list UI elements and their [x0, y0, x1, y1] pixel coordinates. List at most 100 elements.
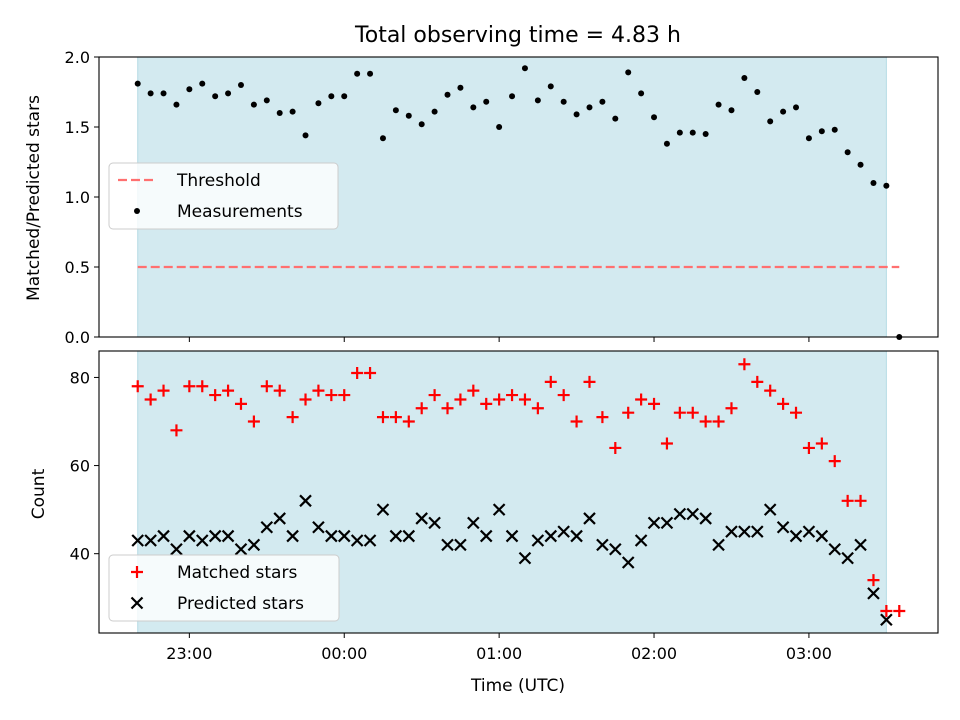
data-point — [793, 104, 800, 111]
bottom-y-axis-label: Count — [29, 468, 49, 519]
data-point — [518, 393, 531, 406]
data-point — [767, 118, 774, 125]
data-point — [831, 126, 838, 133]
x-tick-label: 01:00 — [476, 644, 522, 663]
data-point — [544, 375, 557, 388]
data-point — [131, 380, 144, 393]
data-point — [492, 503, 506, 516]
data-point — [273, 384, 286, 397]
data-point — [699, 512, 712, 525]
data-point — [635, 393, 648, 406]
data-point — [509, 93, 516, 100]
data-point — [496, 124, 503, 130]
data-point — [263, 97, 270, 104]
data-point — [596, 411, 609, 424]
data-point — [312, 520, 325, 534]
data-point — [712, 415, 725, 428]
data-point — [883, 182, 890, 189]
series-predicted-stars — [131, 494, 893, 627]
data-point — [328, 93, 335, 100]
data-point — [234, 543, 248, 556]
data-point — [147, 90, 154, 97]
data-point — [402, 415, 415, 428]
data-point — [221, 529, 235, 543]
data-point — [260, 520, 274, 534]
y-tick-label: 60 — [70, 457, 90, 476]
data-point — [208, 529, 222, 543]
data-point — [467, 516, 480, 530]
data-point — [715, 101, 722, 108]
data-point — [337, 529, 351, 543]
data-point — [805, 135, 812, 142]
data-point — [454, 393, 467, 406]
data-point — [531, 534, 545, 547]
data-point — [286, 411, 299, 424]
y-tick-label: 80 — [70, 368, 90, 387]
data-point — [302, 132, 309, 139]
data-point — [651, 114, 658, 121]
data-point — [315, 100, 322, 107]
data-point — [521, 65, 528, 72]
data-point — [299, 494, 312, 508]
data-point — [170, 543, 183, 556]
data-point — [379, 135, 386, 142]
data-point — [247, 415, 260, 428]
y-tick-label: 0.0 — [65, 328, 90, 347]
data-point — [754, 89, 761, 95]
legend-label: Predicted stars — [177, 594, 304, 614]
y-tick-label: 2.0 — [65, 48, 90, 67]
data-point — [725, 525, 738, 538]
series-matched-stars — [131, 358, 906, 617]
data-point — [376, 411, 389, 424]
data-point — [186, 86, 193, 93]
data-point — [621, 556, 635, 569]
data-point — [222, 384, 235, 397]
data-point — [354, 70, 361, 77]
data-point — [686, 406, 699, 419]
data-point — [247, 538, 261, 552]
data-point — [880, 613, 893, 627]
data-point — [350, 534, 364, 547]
axes-frame — [98, 350, 939, 634]
data-point — [312, 384, 325, 397]
data-point — [273, 512, 286, 525]
data-point — [518, 551, 532, 565]
data-point — [389, 529, 403, 543]
data-point — [867, 574, 880, 587]
data-point — [777, 397, 790, 410]
data-point — [841, 494, 854, 507]
data-point — [609, 543, 622, 556]
bottom-panel: 40 60 80 23:00 00:00 01:00 02:00 03:00 Matched s… — [70, 350, 939, 663]
data-point — [660, 516, 674, 530]
data-point — [364, 367, 377, 380]
data-point — [815, 529, 829, 543]
data-point — [441, 402, 454, 415]
data-point — [612, 115, 619, 122]
data-point — [844, 149, 851, 156]
data-point — [289, 108, 296, 115]
data-point — [764, 384, 777, 397]
data-point — [870, 180, 877, 186]
data-point — [480, 397, 493, 410]
x-tick-label: 23:00 — [166, 644, 212, 663]
data-point — [547, 83, 554, 90]
data-point — [780, 108, 787, 115]
data-point — [776, 520, 790, 534]
data-point — [570, 529, 583, 543]
data-point — [418, 121, 425, 128]
legend-label: Threshold — [176, 171, 261, 191]
y-tick-label: 0.5 — [65, 258, 90, 277]
axes-frame — [98, 56, 939, 338]
data-point — [134, 80, 141, 87]
data-point — [144, 393, 157, 406]
legend-box — [108, 554, 340, 622]
data-point — [854, 494, 867, 507]
data-point — [470, 104, 477, 111]
data-point — [234, 397, 247, 410]
data-point — [573, 111, 580, 118]
data-point — [815, 437, 828, 450]
data-point — [170, 424, 183, 437]
data-point — [131, 534, 145, 547]
data-point — [702, 131, 709, 137]
x-tick-label: 02:00 — [631, 644, 677, 663]
